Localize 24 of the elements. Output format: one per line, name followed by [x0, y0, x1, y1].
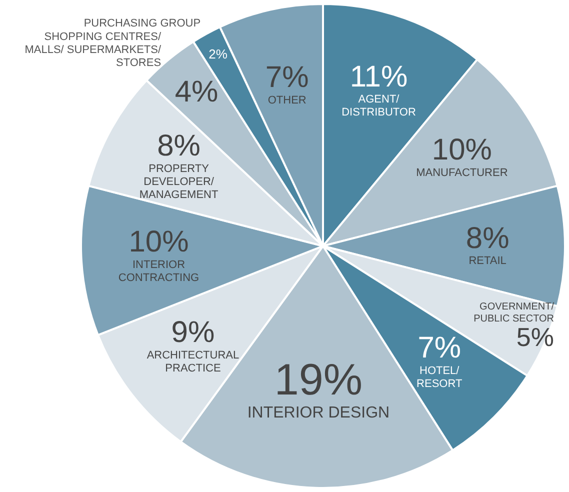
slice-label: AGENT/ DISTRIBUTOR	[342, 94, 416, 119]
slice-label: PROPERTY DEVELOPER/ MANAGEMENT	[139, 162, 218, 201]
data-label: 8%	[466, 222, 510, 255]
slice-label: PURCHASING GROUP	[84, 17, 201, 30]
slice-label: INTERIOR CONTRACTING	[118, 258, 200, 284]
data-label: 8%	[157, 129, 200, 162]
slice-label: MANUFACTURER	[416, 166, 508, 179]
data-label: 5%	[516, 322, 554, 352]
data-label: 9%	[171, 316, 215, 350]
slice-label: SHOPPING CENTRES/ MALLS/ SUPERMARKETS/ STORES	[24, 31, 162, 70]
slice-label: OTHER	[268, 94, 306, 106]
data-label: 4%	[174, 75, 218, 108]
data-label: 2%	[208, 46, 228, 62]
data-label: 19%	[274, 355, 362, 404]
data-label: 10%	[128, 226, 189, 259]
slice-label: GOVERNMENT/ PUBLIC SECTOR	[474, 301, 554, 324]
data-label: 7%	[265, 61, 309, 94]
data-label: 11%	[350, 60, 408, 94]
slice-label: RETAIL	[468, 255, 506, 268]
slice-label: HOTEL/ RESORT	[416, 364, 462, 390]
slice-label: INTERIOR DESIGN	[247, 404, 390, 422]
data-label: 10%	[432, 134, 492, 167]
slice-label: ARCHITECTURAL PRACTICE	[146, 349, 240, 374]
data-label: 7%	[418, 332, 462, 365]
